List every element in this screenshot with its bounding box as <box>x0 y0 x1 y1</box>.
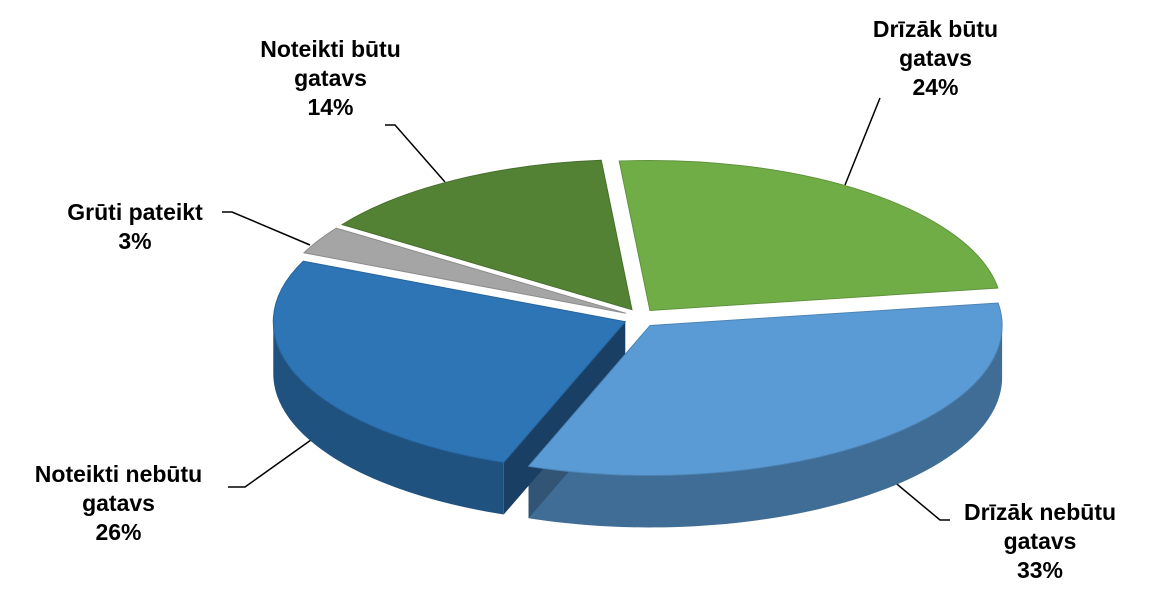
slice-label: Noteikti būtu gatavs 14% <box>248 35 413 122</box>
value-label: 24% <box>912 74 959 100</box>
category-label: Drīzāk nebūtu gatavs <box>963 499 1117 554</box>
pie-slice <box>272 260 627 464</box>
slice-tops <box>272 159 1003 476</box>
slice-side <box>273 321 504 515</box>
value-label: 33% <box>1016 557 1064 583</box>
value-label: 26% <box>95 519 142 545</box>
pie-slice <box>340 159 633 311</box>
pie-slice <box>618 159 999 311</box>
leader-line <box>222 211 311 246</box>
slice-label: Grūti pateikt 3% <box>25 198 245 256</box>
slice-side <box>528 325 1003 528</box>
value-label: 3% <box>118 228 152 254</box>
pie-slice <box>527 302 1003 476</box>
slice-label: Drīzāk būtu gatavs 24% <box>853 15 1018 102</box>
leader-lines <box>222 97 950 521</box>
category-label: Noteikti nebūtu gatavs <box>34 461 203 516</box>
value-label: 14% <box>307 94 354 120</box>
category-label: Noteikti būtu gatavs <box>260 36 401 91</box>
pie-slice <box>302 227 627 314</box>
leader-line <box>844 97 881 186</box>
leader-line <box>879 469 950 521</box>
leader-line <box>228 429 326 488</box>
category-label: Grūti pateikt <box>67 199 203 225</box>
category-label: Drīzāk būtu gatavs <box>872 16 999 71</box>
leader-line <box>385 124 446 183</box>
slice-label: Noteikti nebūtu gatavs 26% <box>6 460 231 547</box>
slice-label: Drīzāk nebūtu gatavs 33% <box>945 498 1135 585</box>
